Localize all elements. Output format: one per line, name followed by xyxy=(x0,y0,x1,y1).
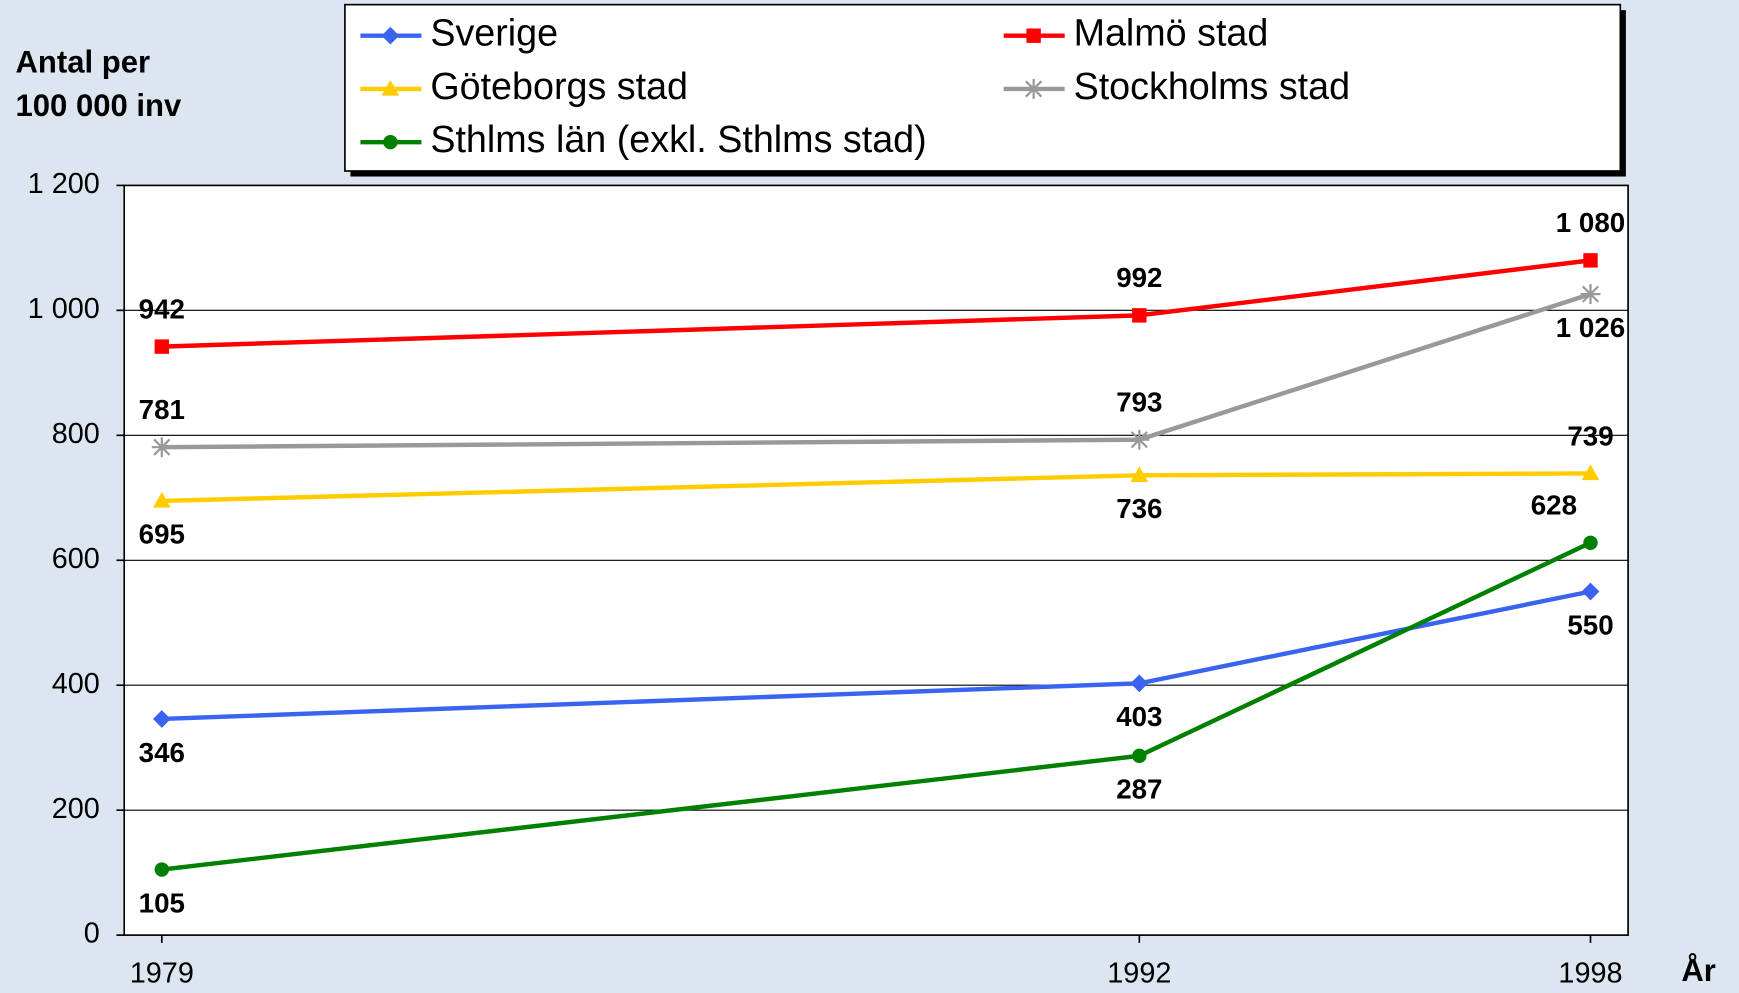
legend-label: Stockholms stad xyxy=(1074,65,1351,107)
x-tick-label: 1998 xyxy=(1558,958,1622,990)
legend-marker xyxy=(381,80,400,96)
legend xyxy=(344,3,1622,172)
y-tick-label: 200 xyxy=(52,793,100,825)
legend-marker xyxy=(1023,78,1044,99)
legend-marker xyxy=(383,134,398,150)
data-point xyxy=(154,862,170,877)
data-label: 287 xyxy=(1116,774,1162,805)
data-label: 346 xyxy=(139,737,185,768)
data-point xyxy=(1130,466,1149,482)
data-point xyxy=(1583,253,1598,268)
data-point xyxy=(152,710,171,728)
legend-marker xyxy=(1026,28,1041,43)
data-point xyxy=(1132,308,1147,323)
data-label: 403 xyxy=(1116,701,1162,732)
x-tick-label: 1992 xyxy=(1107,958,1171,990)
data-point xyxy=(151,437,172,458)
y-tick-label: 1 000 xyxy=(28,293,100,325)
data-label: 695 xyxy=(139,519,185,550)
data-label: 1 080 xyxy=(1556,207,1625,238)
data-point xyxy=(1132,748,1147,764)
data-point xyxy=(1129,429,1150,450)
legend-label: Sverige xyxy=(430,12,558,54)
legend-label: Malmö stad xyxy=(1074,12,1269,54)
data-point xyxy=(152,492,171,508)
legend-label: Göteborgs stad xyxy=(430,65,688,107)
data-label: 550 xyxy=(1567,609,1613,640)
legend-marker xyxy=(381,26,400,45)
data-label: 781 xyxy=(139,394,185,425)
data-point xyxy=(154,339,170,354)
y-axis-title: 100 000 inv xyxy=(16,88,182,123)
data-label: 739 xyxy=(1567,420,1613,451)
data-point xyxy=(1580,284,1601,305)
y-tick-label: 400 xyxy=(52,668,100,700)
x-axis-title: År xyxy=(1681,953,1716,988)
data-point xyxy=(1581,464,1600,481)
y-tick-label: 1 200 xyxy=(28,168,100,200)
data-label: 1 026 xyxy=(1556,312,1625,343)
legend-label: Sthlms län (exkl. Sthlms stad) xyxy=(430,118,926,160)
data-label: 942 xyxy=(139,293,185,324)
y-tick-label: 0 xyxy=(84,918,100,950)
data-label: 992 xyxy=(1116,262,1162,293)
data-label: 736 xyxy=(1116,493,1162,524)
y-tick-label: 600 xyxy=(52,543,100,575)
data-label: 628 xyxy=(1531,490,1577,521)
y-tick-label: 800 xyxy=(52,418,100,450)
data-label: 105 xyxy=(139,887,185,918)
y-axis-title: Antal per xyxy=(16,45,151,80)
data-point xyxy=(1130,674,1149,693)
x-tick-label: 1979 xyxy=(130,958,194,990)
data-point xyxy=(1583,535,1598,550)
data-label: 793 xyxy=(1116,387,1162,418)
